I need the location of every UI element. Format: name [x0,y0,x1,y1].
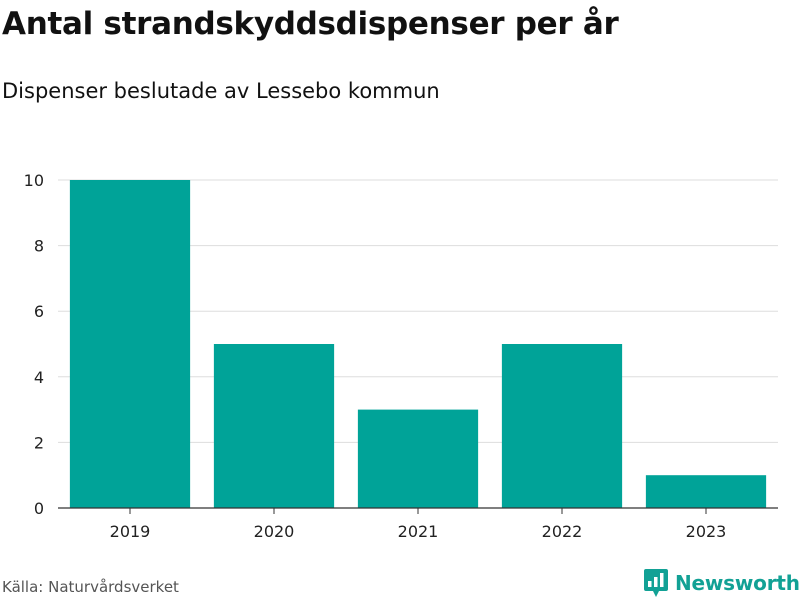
y-tick-label: 10 [24,171,44,190]
y-tick-label: 6 [34,302,44,321]
y-tick-label: 2 [34,433,44,452]
chart-title: Antal strandskyddsdispenser per år [2,6,619,42]
newsworthy-logo-icon [644,569,668,597]
x-tick-label: 2019 [110,522,151,541]
x-tick-label: 2020 [254,522,295,541]
y-tick-label: 0 [34,499,44,518]
bars [69,180,767,508]
y-tick-label: 8 [34,237,44,256]
x-tick-label: 2022 [542,522,583,541]
x-tick-label: 2021 [398,522,439,541]
chart-subtitle: Dispenser beslutade av Lessebo kommun [2,79,440,103]
brand-name: Newsworthy [675,571,800,595]
newsworthy-logo: Newsworthy [643,568,800,598]
source-note: Källa: Naturvårdsverket [2,578,179,596]
x-tick-label: 2023 [686,522,727,541]
bar-2019 [69,180,191,508]
bar-2023 [645,475,767,508]
y-tick-label: 4 [34,368,44,387]
bar-2022 [501,344,623,508]
bar-chart: 0 2 4 6 8 10 2019 2020 2021 2022 2023 [24,171,778,541]
bar-2021 [357,409,479,508]
axes: 0 2 4 6 8 10 2019 2020 2021 2022 2023 [24,171,778,541]
bar-2020 [213,344,335,508]
